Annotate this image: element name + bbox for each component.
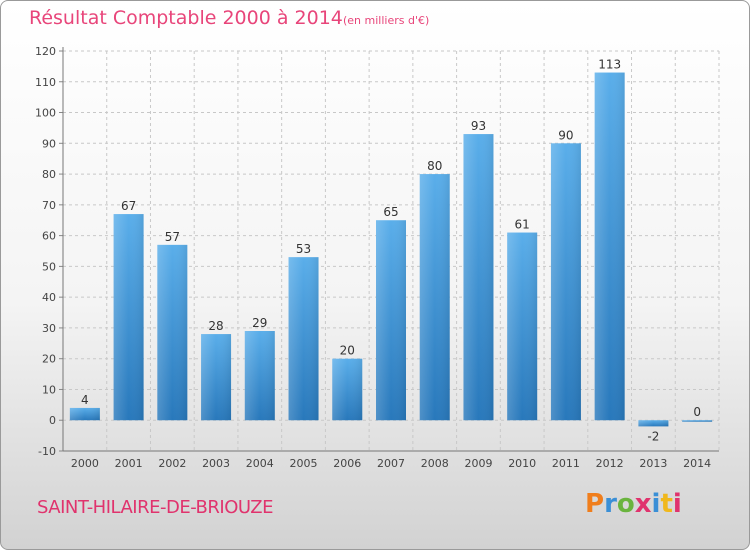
x-tick-label: 2010 bbox=[508, 457, 536, 470]
x-tick-label: 2013 bbox=[639, 457, 667, 470]
bar-shade bbox=[419, 174, 450, 421]
x-tick-label: 2008 bbox=[421, 457, 449, 470]
y-tick-label: 50 bbox=[42, 260, 56, 273]
y-tick-label: 20 bbox=[42, 353, 56, 366]
x-tick-label: 2002 bbox=[158, 457, 186, 470]
value-label: 20 bbox=[340, 344, 355, 358]
bar-shade bbox=[332, 358, 363, 421]
y-tick-label: 80 bbox=[42, 168, 56, 181]
value-label: 29 bbox=[252, 316, 267, 330]
value-label: 65 bbox=[383, 205, 398, 219]
y-tick-label: -10 bbox=[38, 445, 56, 458]
value-label: 80 bbox=[427, 159, 442, 173]
brand-letter: t bbox=[660, 489, 673, 519]
bar-shade bbox=[594, 72, 625, 421]
bar-shade bbox=[638, 420, 669, 427]
x-tick-label: 2014 bbox=[683, 457, 711, 470]
x-tick-label: 2012 bbox=[596, 457, 624, 470]
y-tick-label: 40 bbox=[42, 291, 56, 304]
x-tick-label: 2004 bbox=[246, 457, 274, 470]
x-tick-label: 2001 bbox=[115, 457, 143, 470]
value-label: 93 bbox=[471, 119, 486, 133]
x-tick-label: 2006 bbox=[333, 457, 361, 470]
value-label: 61 bbox=[515, 218, 530, 232]
value-label: -2 bbox=[647, 429, 659, 443]
x-tick-label: 2011 bbox=[552, 457, 580, 470]
bar-shade bbox=[507, 232, 538, 421]
value-label: 4 bbox=[81, 393, 89, 407]
bar-shade bbox=[69, 407, 100, 421]
brand-letter: r bbox=[604, 489, 617, 519]
bar-shade bbox=[113, 214, 144, 421]
y-tick-label: 120 bbox=[35, 45, 56, 58]
brand-logo: Proxiti bbox=[585, 489, 682, 519]
y-tick-label: 0 bbox=[49, 414, 56, 427]
chart-subtitle: (en milliers d'€) bbox=[343, 14, 430, 27]
bar-shade bbox=[682, 420, 713, 422]
y-tick-label: 100 bbox=[35, 107, 56, 120]
brand-letter: o bbox=[616, 489, 635, 519]
x-tick-label: 2003 bbox=[202, 457, 230, 470]
value-label: 0 bbox=[693, 405, 701, 419]
x-tick-label: 2007 bbox=[377, 457, 405, 470]
chart-title: Résultat Comptable 2000 à 2014 bbox=[29, 7, 343, 29]
y-tick-label: 60 bbox=[42, 230, 56, 243]
bar-shade bbox=[463, 134, 494, 421]
bar-shade bbox=[244, 331, 275, 421]
y-tick-label: 90 bbox=[42, 137, 56, 150]
value-label: 113 bbox=[598, 58, 621, 72]
y-tick-label: 70 bbox=[42, 199, 56, 212]
bar-shade bbox=[201, 334, 232, 421]
commune-name: SAINT-HILAIRE-DE-BRIOUZE bbox=[37, 497, 273, 518]
brand-letter: i bbox=[651, 489, 661, 519]
bar-shade bbox=[288, 257, 319, 421]
brand-letter: x bbox=[634, 489, 652, 519]
bar-shade bbox=[376, 220, 406, 421]
x-tick-label: 2000 bbox=[71, 457, 99, 470]
brand-letter: P bbox=[585, 489, 605, 519]
value-label: 53 bbox=[296, 242, 311, 256]
bar-shade bbox=[550, 143, 581, 421]
brand-letter: i bbox=[672, 489, 682, 519]
bar-shade bbox=[157, 244, 188, 421]
value-label: 28 bbox=[208, 319, 223, 333]
y-tick-label: 30 bbox=[42, 322, 56, 335]
value-label: 57 bbox=[165, 230, 180, 244]
x-tick-label: 2005 bbox=[290, 457, 318, 470]
y-tick-label: 110 bbox=[35, 76, 56, 89]
value-label: 67 bbox=[121, 199, 136, 213]
y-tick-label: 10 bbox=[42, 383, 56, 396]
value-label: 90 bbox=[558, 128, 573, 142]
x-tick-label: 2009 bbox=[464, 457, 492, 470]
